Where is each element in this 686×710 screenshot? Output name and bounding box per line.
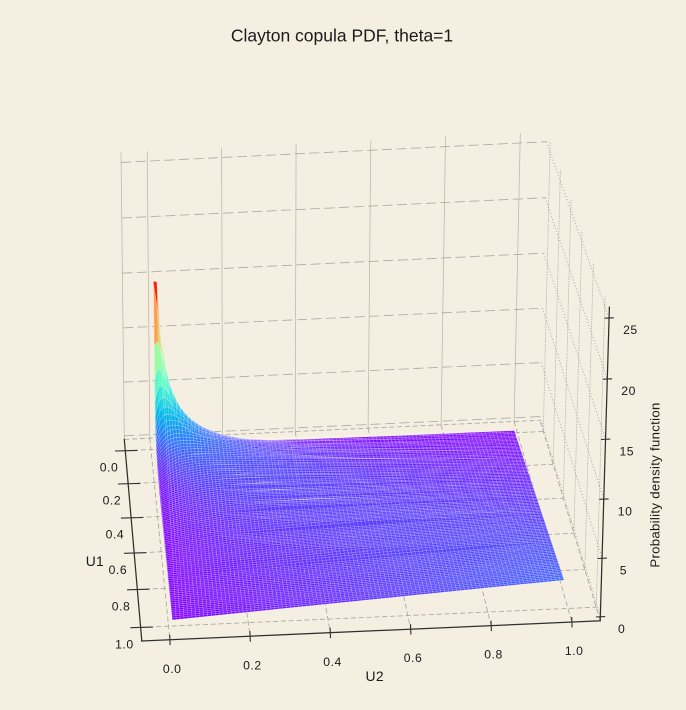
svg-text:20: 20	[621, 384, 636, 398]
svg-text:0.8: 0.8	[484, 648, 503, 662]
svg-text:0.8: 0.8	[112, 599, 131, 613]
svg-text:0.2: 0.2	[243, 658, 262, 672]
svg-text:0.0: 0.0	[100, 461, 119, 475]
svg-text:25: 25	[623, 323, 638, 337]
svg-text:1.0: 1.0	[115, 637, 134, 651]
svg-text:0: 0	[618, 622, 625, 636]
svg-text:0.6: 0.6	[404, 651, 423, 665]
svg-text:1.0: 1.0	[565, 644, 584, 658]
svg-text:5: 5	[620, 564, 627, 578]
svg-text:0.4: 0.4	[106, 528, 125, 542]
svg-text:U2: U2	[366, 668, 384, 684]
svg-text:0.6: 0.6	[109, 563, 128, 577]
svg-text:Clayton copula PDF, theta=1: Clayton copula PDF, theta=1	[231, 26, 453, 46]
svg-text:U1: U1	[86, 553, 104, 569]
svg-text:10: 10	[618, 504, 633, 518]
svg-text:15: 15	[619, 445, 634, 459]
svg-text:0.0: 0.0	[163, 662, 182, 676]
svg-text:0.2: 0.2	[103, 494, 122, 508]
svg-text:0.4: 0.4	[323, 655, 342, 669]
svg-text:Probability density function: Probability density function	[648, 402, 663, 567]
